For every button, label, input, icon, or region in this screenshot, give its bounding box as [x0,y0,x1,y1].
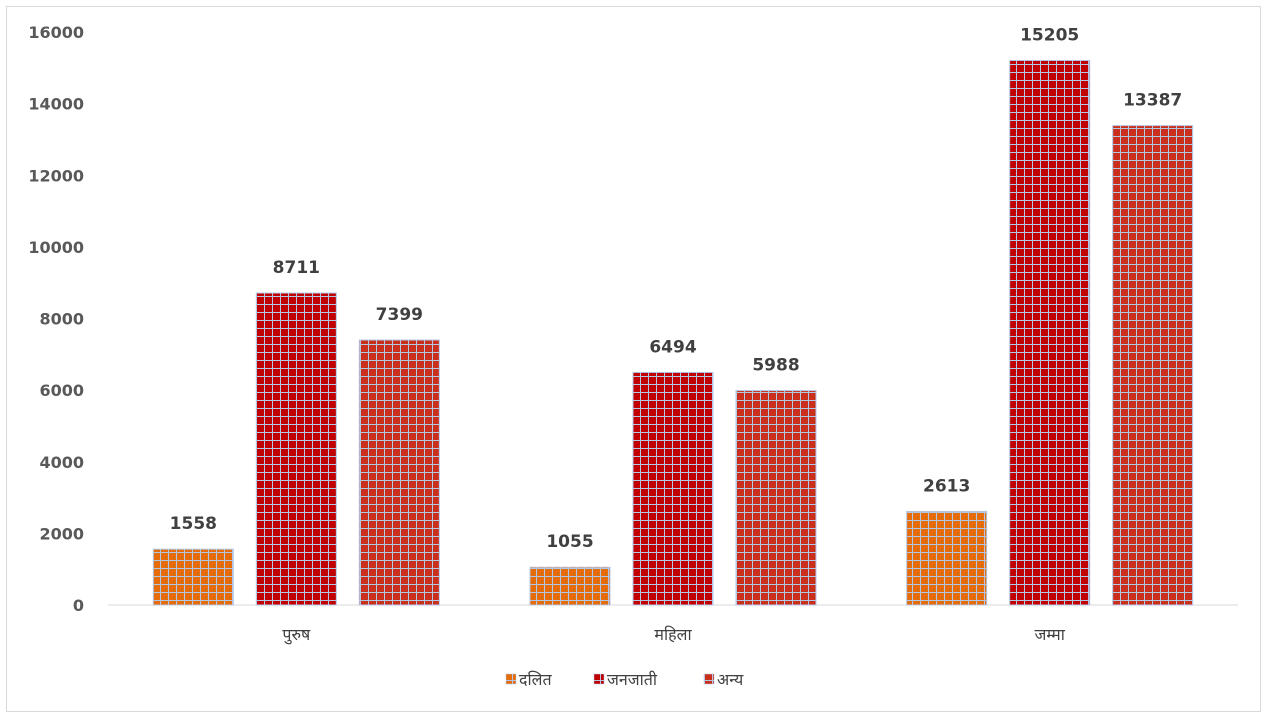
data-label: 1055 [546,532,593,552]
legend-label: दलित [519,670,552,689]
bar-अन्य-जम्मा [1112,125,1194,606]
data-label: 7399 [376,305,423,325]
y-tick-label: 2000 [39,524,84,543]
y-tick-label: 4000 [39,453,84,472]
data-label: 13387 [1123,91,1182,111]
bar-दलित-महिला [529,566,611,606]
bar-दलित-जम्मा [906,510,988,606]
y-tick-label: 0 [73,596,84,615]
data-label: 6494 [649,337,696,357]
data-label: 8711 [273,258,320,278]
legend-swatch [505,673,517,685]
data-label: 5988 [752,356,799,376]
legend-swatch [703,673,715,685]
legend-label: जनजाती [607,670,658,689]
y-tick-label: 6000 [39,381,84,400]
data-label: 2613 [923,476,970,496]
legend-swatch [593,673,605,685]
legend-item: जनजाती [593,670,658,689]
y-tick-label: 10000 [28,238,84,257]
legend-item: अन्य [703,670,744,689]
bar-जनजाती-पुरुष [255,292,337,606]
bar-जनजाती-महिला [632,371,714,606]
bar-अन्य-पुरुष [358,339,440,606]
y-tick-label: 12000 [28,166,84,185]
bar-दलित-पुरुष [152,548,234,606]
bar-अन्य-महिला [735,390,817,606]
data-label: 1558 [170,514,217,534]
x-category-label: पुरुष [282,625,311,645]
y-tick-label: 8000 [39,310,84,329]
data-label: 15205 [1020,25,1079,45]
x-category-label: जम्मा [1034,625,1065,644]
y-tick-label: 14000 [28,95,84,114]
legend-item: दलित [505,670,552,689]
y-tick-label: 16000 [28,23,84,42]
x-category-label: महिला [654,625,692,644]
legend-label: अन्य [717,670,744,689]
bar-जनजाती-जम्मा [1009,59,1091,606]
